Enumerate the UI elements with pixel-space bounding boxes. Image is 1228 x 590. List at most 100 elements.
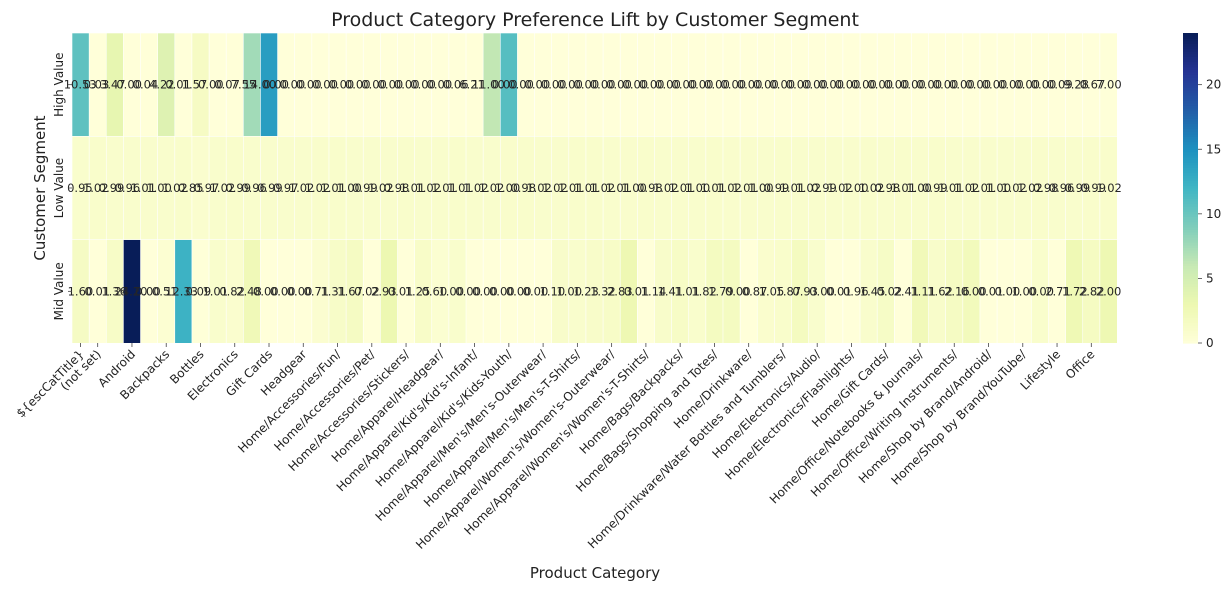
colorbar-segment bbox=[1183, 255, 1198, 259]
cell-value-label: 1.02 bbox=[1096, 181, 1122, 195]
colorbar-tick-label: 5 bbox=[1206, 271, 1214, 285]
cell-value-label: 7.00 bbox=[1096, 78, 1122, 92]
colorbar-segment bbox=[1183, 216, 1198, 220]
cell-value-label: 0.99 bbox=[922, 181, 948, 195]
colorbar-segment bbox=[1183, 149, 1198, 153]
cell-value-label: 1.00 bbox=[843, 181, 869, 195]
colorbar-segment bbox=[1183, 213, 1198, 218]
cell-value-label: 0.00 bbox=[280, 78, 306, 92]
cell-value-label: 0.00 bbox=[639, 78, 665, 92]
cell-value-label: 0.00 bbox=[135, 284, 161, 298]
cell-value-label: 0.97 bbox=[194, 181, 220, 195]
colorbar-segment bbox=[1183, 319, 1198, 323]
cell-value-label: 1.00 bbox=[621, 181, 647, 195]
y-axis-label: Customer Segment bbox=[31, 115, 49, 260]
cell-value-label: 11.00 bbox=[472, 78, 505, 92]
cell-value-label: 1.72 bbox=[1062, 284, 1088, 298]
cell-value-label: 0.00 bbox=[410, 78, 436, 92]
cell-value-label: 0.00 bbox=[472, 284, 498, 298]
colorbar-segment bbox=[1183, 154, 1198, 158]
colorbar-segment bbox=[1183, 188, 1198, 192]
cell-value-label: 0.01 bbox=[84, 284, 110, 298]
cell-value-label: 1.01 bbox=[400, 181, 426, 195]
cell-value-label: 1.57 bbox=[182, 78, 208, 92]
cell-value-label: 7.55 bbox=[231, 78, 257, 92]
colorbar-segment bbox=[1183, 288, 1198, 292]
cell-value-label: 0.00 bbox=[345, 78, 371, 92]
colorbar-segment bbox=[1183, 89, 1198, 94]
cell-value-label: 0.00 bbox=[851, 78, 877, 92]
cell-value-label: 1.62 bbox=[927, 284, 953, 298]
cell-value-label: 1.41 bbox=[658, 284, 684, 298]
cell-value-label: 0.99 bbox=[764, 181, 790, 195]
cell-value-label: 1.02 bbox=[289, 181, 315, 195]
cell-value-label: 0.00 bbox=[995, 284, 1021, 298]
colorbar-segment bbox=[1183, 69, 1198, 73]
colorbar-segment bbox=[1183, 324, 1198, 329]
colorbar-segment bbox=[1183, 82, 1198, 86]
colorbar-segment bbox=[1183, 48, 1198, 52]
cell-value-label: 0.00 bbox=[116, 78, 142, 92]
colorbar-segment bbox=[1183, 115, 1198, 119]
colorbar-segment bbox=[1183, 123, 1198, 127]
colorbar-segment bbox=[1183, 268, 1198, 272]
colorbar-segment bbox=[1183, 66, 1198, 70]
heatmap-cell-labels: 10.530.033.470.000.044.220.011.570.000.0… bbox=[64, 78, 1122, 299]
cell-value-label: 0.00 bbox=[590, 78, 616, 92]
cell-value-label: 0.04 bbox=[133, 78, 159, 92]
cell-value-label: 0.95 bbox=[67, 181, 93, 195]
cell-value-label: 0.99 bbox=[225, 181, 251, 195]
cell-value-label: 1.02 bbox=[1017, 181, 1043, 195]
colorbar-segment bbox=[1183, 247, 1198, 251]
cell-value-label: 1.25 bbox=[405, 284, 431, 298]
cell-value-label: 0.00 bbox=[508, 78, 534, 92]
colorbar-segment bbox=[1183, 304, 1198, 308]
cell-value-label: 1.11 bbox=[910, 284, 936, 298]
cell-value-label: 0.00 bbox=[270, 284, 296, 298]
colorbar-segment bbox=[1183, 226, 1198, 230]
cell-value-label: 2.83 bbox=[607, 284, 633, 298]
colorbar-segment bbox=[1183, 299, 1198, 303]
colorbar-segment bbox=[1183, 193, 1198, 197]
colorbar-segment bbox=[1183, 234, 1198, 238]
cell-value-label: 1.01 bbox=[431, 181, 457, 195]
cell-value-label: 1.01 bbox=[447, 181, 473, 195]
cell-value-label: 0.00 bbox=[933, 78, 959, 92]
cell-value-label: 1.01 bbox=[558, 181, 584, 195]
colorbar-segment bbox=[1183, 58, 1198, 63]
heatmap-cells bbox=[71, 32, 1118, 344]
cell-value-label: 0.00 bbox=[523, 284, 549, 298]
cell-value-label: 0.87 bbox=[742, 284, 768, 298]
cell-value-label: 0.98 bbox=[510, 181, 536, 195]
cell-value-label: 0.00 bbox=[541, 78, 567, 92]
cell-value-label: 0.99 bbox=[352, 181, 378, 195]
colorbar-tick-label: 20 bbox=[1206, 78, 1221, 92]
cell-value-label: 1.01 bbox=[780, 181, 806, 195]
cell-value-label: 2.00 bbox=[1096, 284, 1122, 298]
cell-value-label: 0.00 bbox=[965, 78, 991, 92]
colorbar-tick-label: 0 bbox=[1206, 336, 1214, 350]
cell-value-label: 0.97 bbox=[273, 181, 299, 195]
cell-value-label: 1.01 bbox=[320, 181, 346, 195]
colorbar-segment bbox=[1183, 203, 1198, 207]
cell-value-label: 0.71 bbox=[304, 284, 330, 298]
cell-value-label: 0.99 bbox=[257, 181, 283, 195]
cell-value-label: 0.00 bbox=[296, 78, 322, 92]
cell-value-label: 1.01 bbox=[732, 181, 758, 195]
colorbar-segment bbox=[1183, 76, 1198, 81]
cell-value-label: 0.00 bbox=[198, 78, 224, 92]
cell-value-label: 1.02 bbox=[368, 181, 394, 195]
y-axis-label-group: Customer Segment bbox=[31, 115, 49, 260]
cell-value-label: 2.48 bbox=[236, 284, 262, 298]
colorbar-segment bbox=[1183, 257, 1198, 261]
cell-value-label: 0.98 bbox=[875, 181, 901, 195]
cell-value-label: 14.00 bbox=[243, 78, 276, 92]
cell-value-label: 0.00 bbox=[312, 78, 338, 92]
cell-value-label: 24.20 bbox=[115, 284, 148, 298]
colorbar-segment bbox=[1183, 105, 1198, 109]
cell-value-label: 0.00 bbox=[704, 78, 730, 92]
y-tick-label: Low Value bbox=[52, 158, 66, 218]
cell-value-label: 0.00 bbox=[737, 78, 763, 92]
cell-value-label: 2.93 bbox=[371, 284, 397, 298]
cell-value-label: 1.00 bbox=[146, 181, 172, 195]
